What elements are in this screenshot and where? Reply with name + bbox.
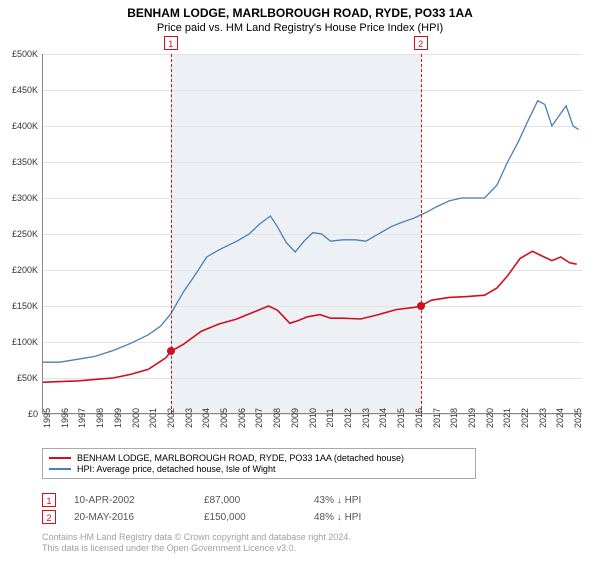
legend-swatch <box>49 468 71 470</box>
marker-box-2: 2 <box>414 36 428 50</box>
price-event-row: 2 20-MAY-2016£150,00048% ↓ HPI <box>42 510 424 524</box>
copyright-line-1: Contains HM Land Registry data © Crown c… <box>42 532 351 543</box>
y-tick-label: £100K <box>0 337 38 347</box>
legend-item: BENHAM LODGE, MARLBOROUGH ROAD, RYDE, PO… <box>49 453 469 463</box>
y-tick-label: £200K <box>0 265 38 275</box>
chart-legend: BENHAM LODGE, MARLBOROUGH ROAD, RYDE, PO… <box>42 448 476 479</box>
y-tick-label: £300K <box>0 193 38 203</box>
chart-lines-svg <box>42 54 582 414</box>
price-event-vs-hpi: 48% ↓ HPI <box>314 512 424 523</box>
price-event-price: £87,000 <box>204 495 314 506</box>
y-tick-label: £50K <box>0 373 38 383</box>
x-tick-label: 2011 <box>325 408 335 427</box>
marker-vline-1 <box>171 54 172 414</box>
x-tick-label: 2008 <box>272 408 282 428</box>
x-tick-label: 2003 <box>184 408 194 428</box>
marker-dot-1 <box>167 347 175 355</box>
x-tick-label: 2024 <box>555 408 565 428</box>
copyright-line-2: This data is licensed under the Open Gov… <box>42 543 351 554</box>
x-tick-label: 1997 <box>77 408 87 428</box>
x-tick-label: 2013 <box>361 408 371 428</box>
x-tick-label: 1996 <box>60 408 70 428</box>
marker-vline-2 <box>421 54 422 414</box>
y-tick-label: £400K <box>0 121 38 131</box>
x-tick-label: 2014 <box>378 408 388 428</box>
price-events-table: 1 10-APR-2002£87,00043% ↓ HPI 2 20-MAY-2016… <box>42 490 424 527</box>
y-tick-label: £350K <box>0 157 38 167</box>
marker-dot-2 <box>417 302 425 310</box>
x-tick-label: 1999 <box>113 408 123 428</box>
price-event-date: 10-APR-2002 <box>74 495 204 506</box>
price-event-vs-hpi: 43% ↓ HPI <box>314 495 424 506</box>
x-tick-label: 2005 <box>219 408 229 428</box>
x-tick-label: 2007 <box>254 408 264 428</box>
y-tick-label: £500K <box>0 49 38 59</box>
price-event-marker-1: 1 <box>42 493 56 507</box>
price-event-date: 20-MAY-2016 <box>74 512 204 523</box>
marker-box-1: 1 <box>164 36 178 50</box>
price-event-row: 1 10-APR-2002£87,00043% ↓ HPI <box>42 493 424 507</box>
x-tick-label: 2020 <box>485 408 495 428</box>
y-tick-label: £450K <box>0 85 38 95</box>
x-tick-label: 2025 <box>573 408 583 428</box>
x-tick-label: 1998 <box>95 408 105 428</box>
x-tick-label: 2006 <box>237 408 247 428</box>
y-tick-label: £250K <box>0 229 38 239</box>
x-tick-label: 2017 <box>432 408 442 428</box>
x-tick-label: 2015 <box>396 408 406 428</box>
y-tick-label: £0 <box>0 409 38 419</box>
x-tick-label: 2002 <box>166 408 176 428</box>
x-tick-label: 2023 <box>538 408 548 428</box>
x-tick-label: 2019 <box>467 408 477 428</box>
x-tick-label: 2004 <box>201 408 211 428</box>
price-event-price: £150,000 <box>204 512 314 523</box>
x-tick-label: 1995 <box>42 408 52 428</box>
x-tick-label: 2018 <box>449 408 459 428</box>
legend-label: HPI: Average price, detached house, Isle… <box>77 464 275 474</box>
y-tick-label: £150K <box>0 301 38 311</box>
chart-subtitle: Price paid vs. HM Land Registry's House … <box>0 22 600 34</box>
legend-swatch <box>49 457 71 459</box>
x-tick-label: 2009 <box>290 408 300 428</box>
legend-label: BENHAM LODGE, MARLBOROUGH ROAD, RYDE, PO… <box>77 453 404 463</box>
series-line-benham_lodge <box>42 251 577 382</box>
x-tick-label: 2016 <box>414 408 424 428</box>
copyright-notice: Contains HM Land Registry data © Crown c… <box>42 532 351 555</box>
x-tick-label: 2000 <box>131 408 141 428</box>
legend-item: HPI: Average price, detached house, Isle… <box>49 464 469 474</box>
y-axis-line <box>42 54 43 414</box>
chart-title: BENHAM LODGE, MARLBOROUGH ROAD, RYDE, PO… <box>0 6 600 20</box>
x-tick-label: 2010 <box>308 408 318 428</box>
chart-plot-area: 12 £0£50K£100K£150K£200K£250K£300K£350K£… <box>42 54 582 414</box>
x-tick-label: 2012 <box>343 408 353 428</box>
x-tick-label: 2022 <box>520 408 530 428</box>
x-tick-label: 2001 <box>148 408 158 428</box>
series-line-hpi_isle_of_wight <box>42 101 579 362</box>
price-event-marker-2: 2 <box>42 510 56 524</box>
x-tick-label: 2021 <box>502 408 512 428</box>
